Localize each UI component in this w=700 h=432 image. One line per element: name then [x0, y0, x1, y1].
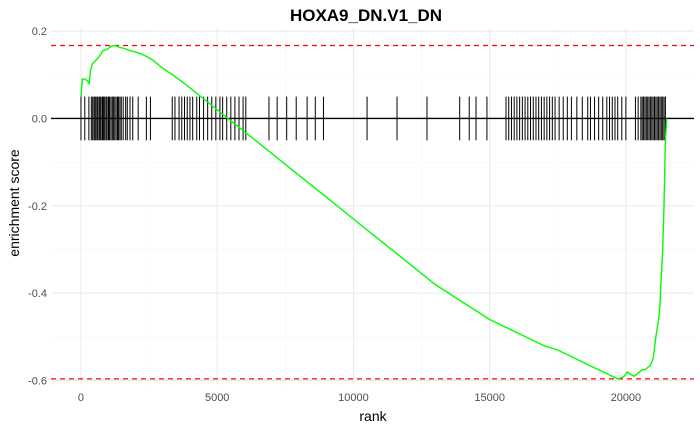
y-tick-label: -0.6	[28, 376, 47, 388]
x-tick-label: 0	[78, 392, 84, 404]
enrichment-curve	[80, 44, 668, 380]
x-tick-label: 15000	[474, 392, 505, 404]
y-tick-label: 0.0	[32, 113, 47, 125]
grid-lines	[51, 28, 694, 385]
chart-title: HOXA9_DN.V1_DN	[290, 6, 442, 25]
x-axis-ticks: 0 5000 10000 15000 20000	[78, 392, 641, 404]
x-tick-label: 10000	[338, 392, 369, 404]
y-axis-ticks: -0.6 -0.4 -0.2 0.0 0.2	[28, 26, 47, 388]
x-tick-label: 20000	[611, 392, 642, 404]
x-axis-label: rank	[359, 408, 387, 424]
y-tick-label: -0.4	[28, 288, 47, 300]
x-tick-label: 5000	[205, 392, 229, 404]
y-tick-label: -0.2	[28, 201, 47, 213]
y-axis-label: enrichment score	[6, 149, 22, 257]
y-tick-label: 0.2	[32, 26, 47, 38]
